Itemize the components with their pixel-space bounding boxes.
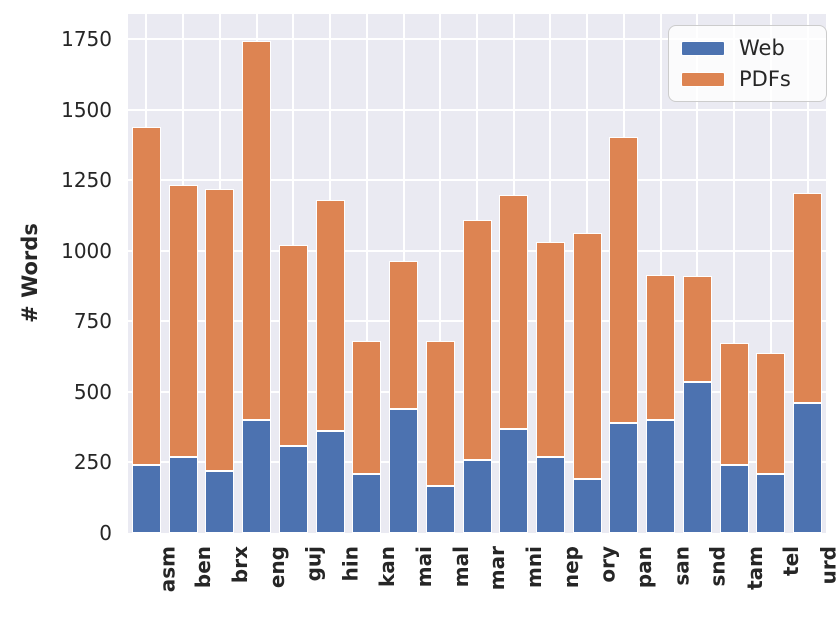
gridline-vertical: [733, 14, 736, 533]
x-tick-label-kan: kan: [375, 546, 400, 588]
gridline-vertical: [365, 14, 368, 533]
x-tick-label-mar: mar: [485, 546, 510, 591]
x-tick-label-ben: ben: [191, 546, 216, 589]
y-tick-label-750: 750: [73, 309, 112, 334]
y-tick-label-500: 500: [73, 379, 112, 404]
x-tick-label-snd: snd: [705, 546, 730, 587]
bar-asm-pdfs: [131, 126, 161, 466]
bar-tam-pdfs: [719, 342, 749, 466]
bar-mai-pdfs: [389, 260, 419, 409]
x-tick-label-pan: pan: [632, 546, 657, 589]
y-tick-label-1750: 1750: [61, 27, 112, 52]
bar-eng-pdfs: [242, 40, 272, 421]
x-tick-label-san: san: [669, 546, 694, 586]
gridline-vertical: [439, 14, 442, 533]
bar-snd-pdfs: [682, 276, 712, 383]
bar-mal-pdfs: [425, 341, 455, 487]
x-tick-label-hin: hin: [338, 546, 363, 582]
bar-urd-pdfs: [793, 193, 823, 404]
x-tick-label-brx: brx: [228, 546, 253, 584]
bar-eng-web: [242, 420, 272, 533]
x-tick-label-guj: guj: [301, 546, 326, 582]
bar-hin-web: [315, 431, 345, 533]
x-tick-label-ory: ory: [595, 546, 620, 583]
bar-tel-web: [756, 473, 786, 533]
y-tick-label-1500: 1500: [61, 97, 112, 122]
y-tick-label-1000: 1000: [61, 238, 112, 263]
bar-ory-web: [572, 479, 602, 533]
bar-pan-pdfs: [609, 136, 639, 423]
bar-san-pdfs: [646, 274, 676, 421]
bar-guj-pdfs: [278, 245, 308, 446]
bar-urd-web: [793, 403, 823, 533]
y-tick-label-0: 0: [99, 521, 112, 545]
gridline-vertical: [696, 14, 699, 533]
bar-ben-pdfs: [168, 184, 198, 457]
bar-mar-web: [462, 459, 492, 533]
bar-brx-pdfs: [205, 188, 235, 471]
bar-ory-pdfs: [572, 232, 602, 480]
x-tick-label-tam: tam: [742, 546, 767, 590]
bar-brx-web: [205, 470, 235, 533]
x-tick-label-nep: nep: [558, 546, 583, 589]
bar-san-web: [646, 420, 676, 533]
pdfs-swatch-icon: [681, 71, 725, 87]
bar-mal-web: [425, 486, 455, 533]
gridline-vertical: [659, 14, 662, 533]
bar-mni-pdfs: [499, 194, 529, 429]
bar-mni-web: [499, 428, 529, 533]
bar-pan-web: [609, 423, 639, 533]
bar-guj-web: [278, 445, 308, 533]
bar-kan-pdfs: [352, 341, 382, 474]
bar-hin-pdfs: [315, 200, 345, 432]
bar-nep-web: [535, 456, 565, 533]
x-tick-label-asm: asm: [154, 546, 179, 593]
x-tick-label-eng: eng: [265, 546, 290, 589]
x-tick-label-mal: mal: [448, 546, 473, 588]
gridline-vertical: [769, 14, 772, 533]
bar-tel-pdfs: [756, 352, 786, 474]
bar-tam-web: [719, 465, 749, 533]
legend: Web PDFs: [668, 25, 827, 102]
legend-item-pdfs: PDFs: [681, 68, 814, 90]
legend-item-web: Web: [681, 37, 814, 59]
bar-mai-web: [389, 408, 419, 533]
legend-label-pdfs: PDFs: [739, 67, 791, 91]
x-tick-label-mni: mni: [522, 546, 547, 588]
x-tick-label-mai: mai: [412, 546, 437, 588]
y-tick-label-250: 250: [73, 450, 112, 475]
y-tick-label-1250: 1250: [61, 168, 112, 193]
bar-snd-web: [682, 382, 712, 533]
legend-label-web: Web: [739, 36, 785, 60]
bar-asm-web: [131, 465, 161, 533]
web-swatch-icon: [681, 40, 725, 56]
bar-nep-pdfs: [535, 242, 565, 457]
x-tick-label-urd: urd: [816, 546, 839, 585]
bar-kan-web: [352, 473, 382, 533]
bar-mar-pdfs: [462, 219, 492, 460]
bar-ben-web: [168, 456, 198, 533]
x-tick-label-tel: tel: [779, 546, 804, 576]
y-axis-label: # Words: [18, 223, 42, 323]
